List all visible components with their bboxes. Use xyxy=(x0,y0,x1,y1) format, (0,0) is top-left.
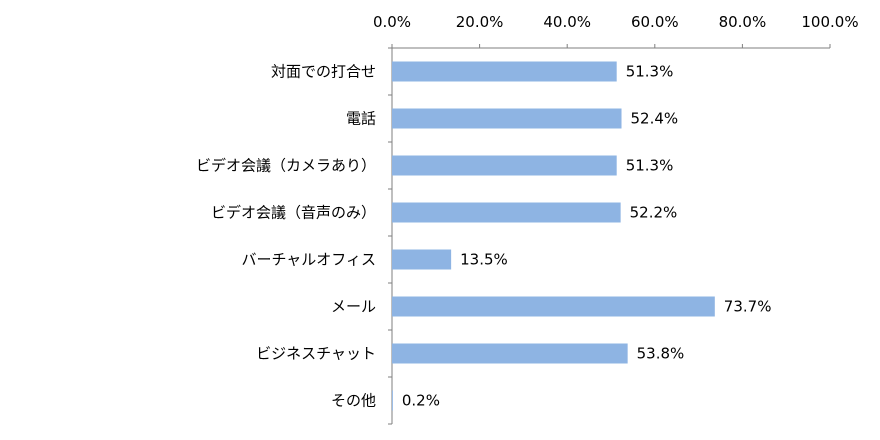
category-label: 電話 xyxy=(346,110,376,128)
bar xyxy=(392,202,621,223)
data-label: 53.8% xyxy=(637,345,685,363)
data-label: 51.3% xyxy=(626,157,674,175)
bar xyxy=(392,61,617,82)
bar xyxy=(392,249,452,270)
x-axis: 0.0% 20.0% 40.0% 60.0% 80.0% 100.0% xyxy=(373,13,859,425)
data-label: 51.3% xyxy=(626,63,674,81)
data-label: 0.2% xyxy=(402,392,440,410)
data-label: 13.5% xyxy=(460,251,508,269)
x-tick-label: 60.0% xyxy=(631,13,679,31)
bar xyxy=(392,108,622,129)
category-label: ビデオ会議（音声のみ） xyxy=(211,204,376,222)
category-label: バーチャルオフィス xyxy=(241,251,376,269)
x-tick-label: 20.0% xyxy=(456,13,504,31)
bar xyxy=(392,390,393,411)
bar xyxy=(392,296,715,317)
bar xyxy=(392,343,628,364)
x-tick-label: 40.0% xyxy=(543,13,591,31)
bar xyxy=(392,155,617,176)
category-label: ビジネスチャット xyxy=(256,345,376,363)
category-label: その他 xyxy=(331,392,376,410)
category-label: ビデオ会議（カメラあり） xyxy=(196,157,376,175)
bars xyxy=(392,61,715,411)
data-label: 52.4% xyxy=(631,110,679,128)
data-label: 73.7% xyxy=(724,298,772,316)
category-label: 対面での打合せ xyxy=(271,63,376,81)
data-label: 52.2% xyxy=(630,204,678,222)
x-tick-label: 80.0% xyxy=(719,13,767,31)
category-label: メール xyxy=(331,298,376,316)
x-tick-label: 100.0% xyxy=(801,13,858,31)
labels: 対面での打合せ 51.3% 電話 52.4% ビデオ会議（カメラあり） 51.3% ビデオ会… xyxy=(196,63,771,410)
x-tick-label: 0.0% xyxy=(373,13,411,31)
